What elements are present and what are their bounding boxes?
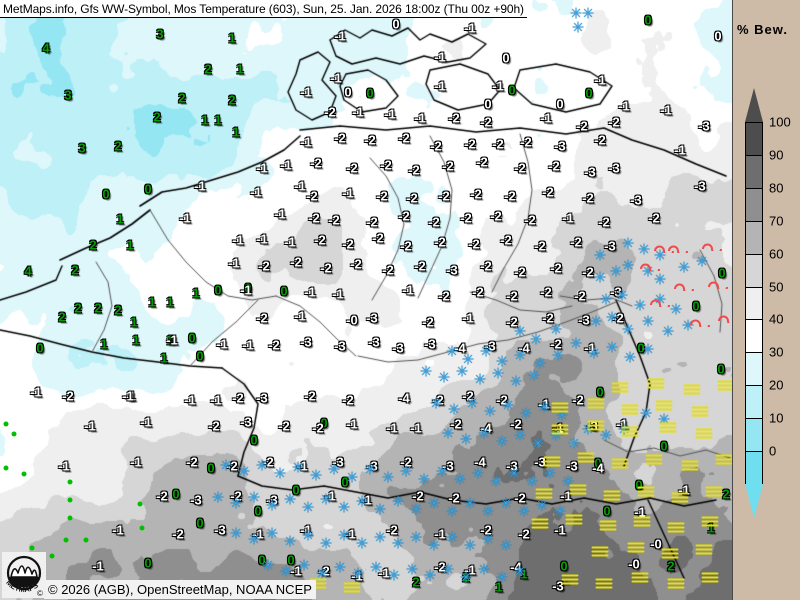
colorbar-tick-label: 10 <box>769 410 784 426</box>
svg-text:©: © <box>37 589 43 598</box>
colorbar-segment <box>746 155 762 189</box>
colorbar-tick-label: 40 <box>769 311 784 327</box>
colorbar-segment <box>746 452 762 485</box>
colorbar-over-arrow <box>745 88 763 122</box>
colorbar-tick-label: 50 <box>769 279 784 295</box>
colorbar-segment <box>746 123 762 156</box>
colorbar-title: % Bew. <box>737 22 789 37</box>
colorbar-tick-label: 100 <box>769 114 791 130</box>
colorbar-segment <box>746 221 762 255</box>
metmaps-logo-icon: METMAPS © <box>2 552 46 598</box>
colorbar-tick-label: 30 <box>769 344 784 360</box>
metmaps-logo[interactable]: METMAPS © <box>2 552 46 598</box>
colorbar-tick-label: 70 <box>769 213 784 229</box>
colorbar-body <box>745 122 763 485</box>
colorbar-tick-label: 80 <box>769 180 784 196</box>
map-title-bar: MetMaps.info, Gfs WW-Symbol, Mos Tempera… <box>0 0 527 18</box>
colorbar-segment <box>746 188 762 222</box>
colorbar-segment <box>746 287 762 321</box>
cloud-cover-raster <box>0 0 732 600</box>
colorbar-segment <box>746 353 762 387</box>
page-title: MetMaps.info, Gfs WW-Symbol, Mos Tempera… <box>3 1 524 16</box>
colorbar-under-arrow <box>745 484 763 518</box>
colorbar-segment <box>746 419 762 453</box>
colorbar-panel: % Bew. 100 90 80 70 60 50 40 30 20 10 0 <box>732 0 800 600</box>
attribution-text: © 2026 (AGB), OpenStreetMap, NOAA NCEP <box>48 582 312 597</box>
colorbar-segment <box>746 254 762 288</box>
colorbar-tick-label: 60 <box>769 246 784 262</box>
colorbar-tick-label: 0 <box>769 443 777 459</box>
colorbar-segment <box>746 386 762 420</box>
attribution-bar: © 2026 (AGB), OpenStreetMap, NOAA NCEP <box>44 580 316 599</box>
colorbar-tick-label: 90 <box>769 147 784 163</box>
colorbar[interactable]: 100 90 80 70 60 50 40 30 20 10 0 <box>745 88 797 518</box>
colorbar-tick-label: 20 <box>769 377 784 393</box>
colorbar-segment <box>746 320 762 354</box>
